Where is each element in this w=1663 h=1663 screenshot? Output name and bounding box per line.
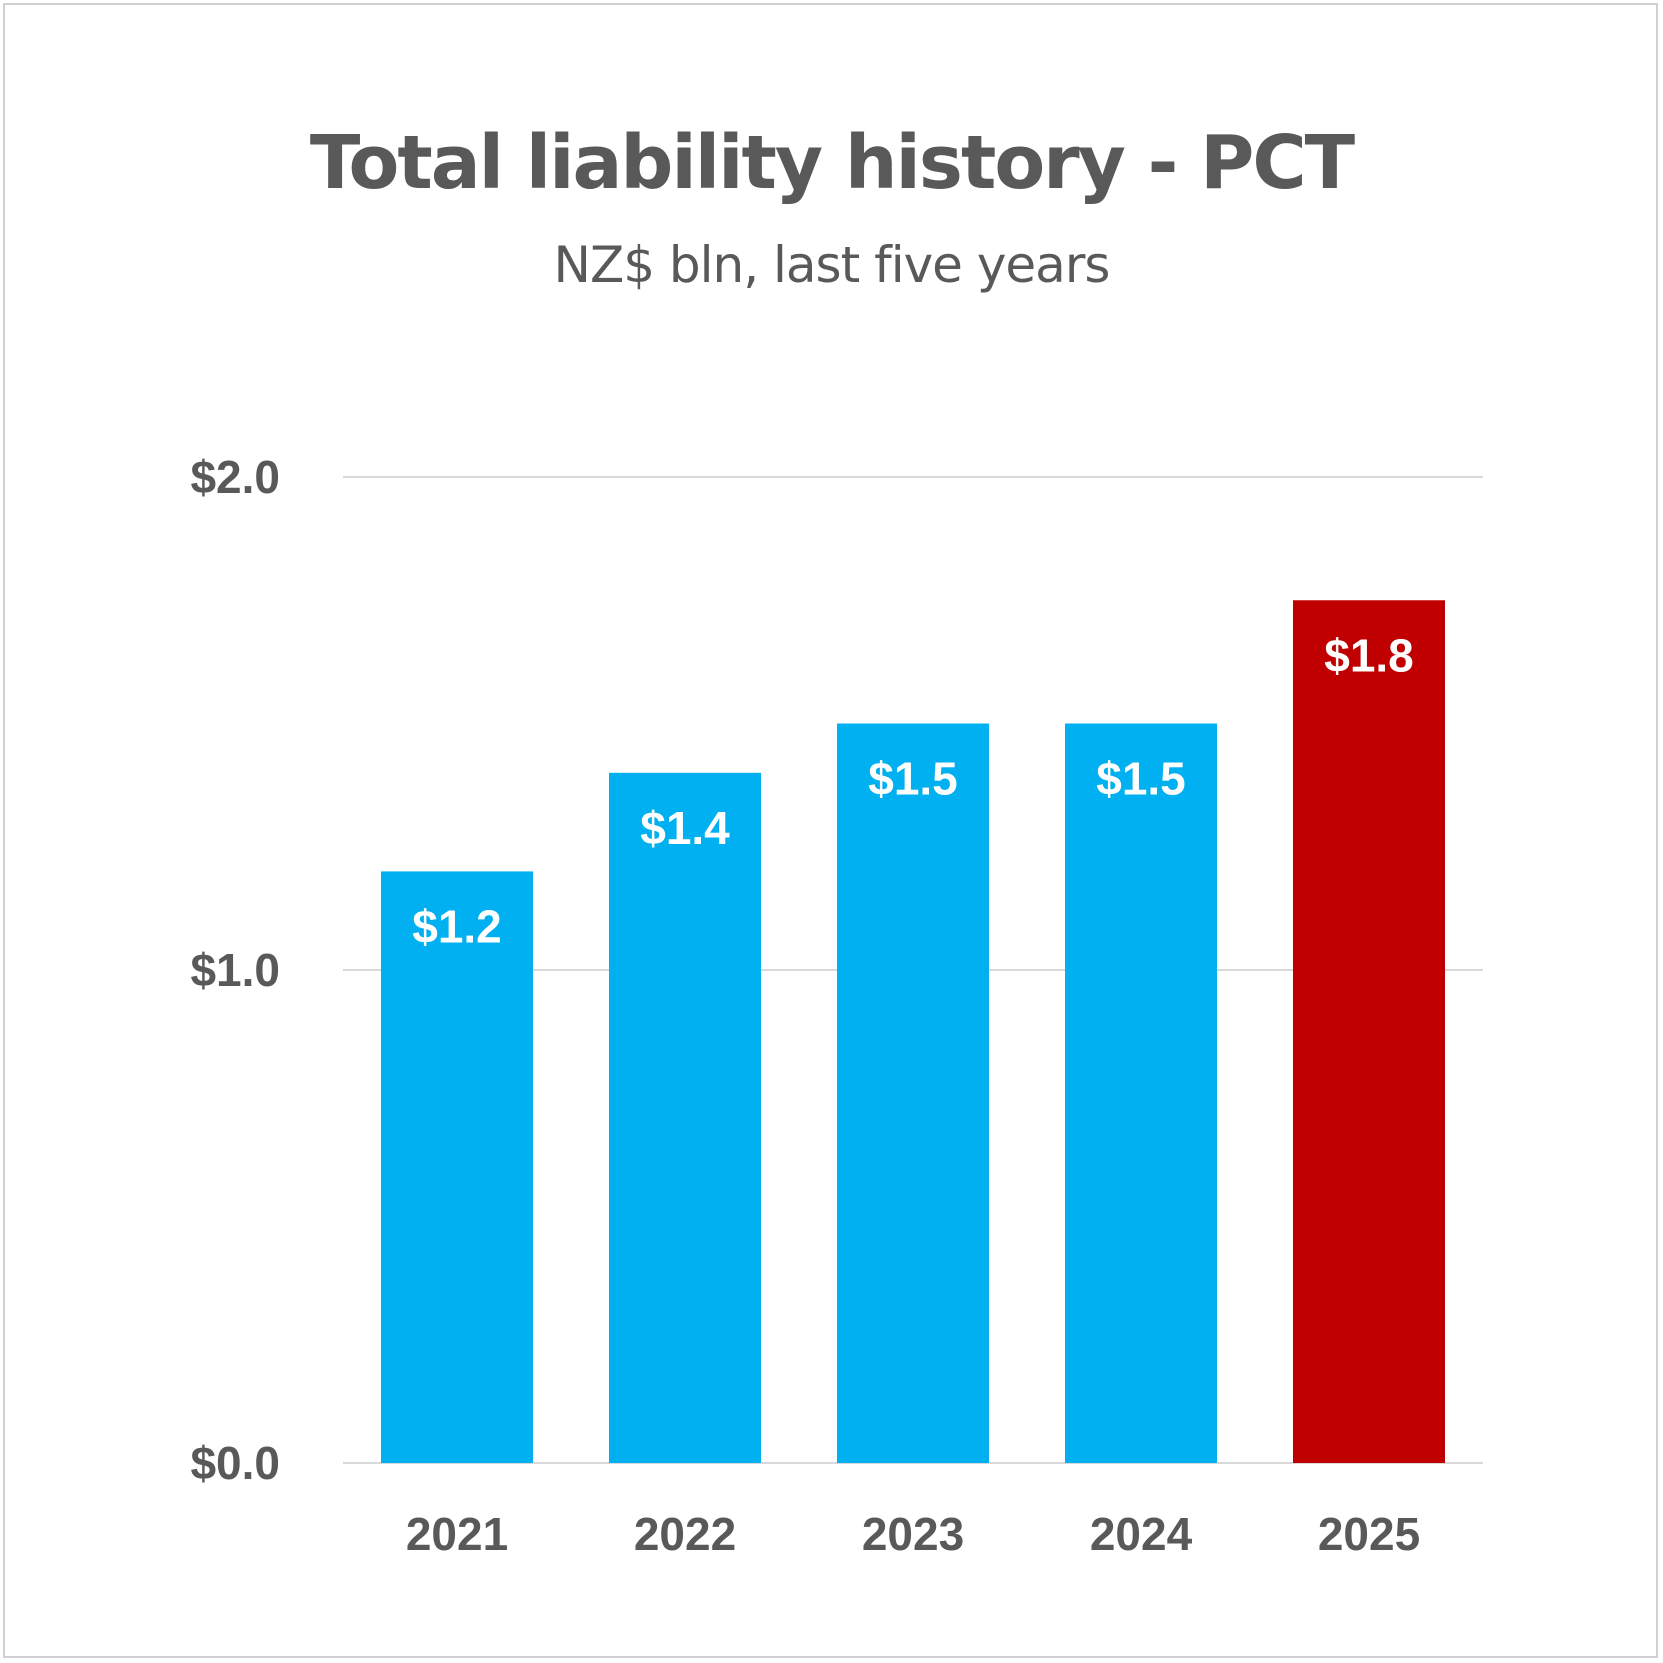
bar	[1065, 723, 1217, 1463]
bar	[381, 871, 533, 1463]
data-label: $1.4	[640, 802, 730, 854]
x-tick-label: 2023	[862, 1508, 964, 1560]
bar	[1293, 600, 1445, 1463]
chart-title: Total liability history - PCT	[309, 120, 1355, 206]
y-tick-label: $1.0	[190, 944, 280, 996]
data-label: $1.8	[1324, 629, 1414, 681]
data-label: $1.5	[1096, 753, 1186, 805]
data-label: $1.2	[412, 900, 502, 952]
x-tick-label: 2022	[634, 1508, 736, 1560]
data-label: $1.5	[868, 753, 958, 805]
x-tick-label: 2024	[1090, 1508, 1193, 1560]
chart-subtitle: NZ$ bln, last five years	[553, 236, 1111, 294]
bar	[837, 723, 989, 1463]
y-tick-label: $0.0	[190, 1437, 280, 1489]
bar	[609, 772, 761, 1463]
x-tick-label: 2025	[1318, 1508, 1420, 1560]
x-tick-label: 2021	[406, 1508, 508, 1560]
y-tick-label: $2.0	[190, 451, 280, 503]
